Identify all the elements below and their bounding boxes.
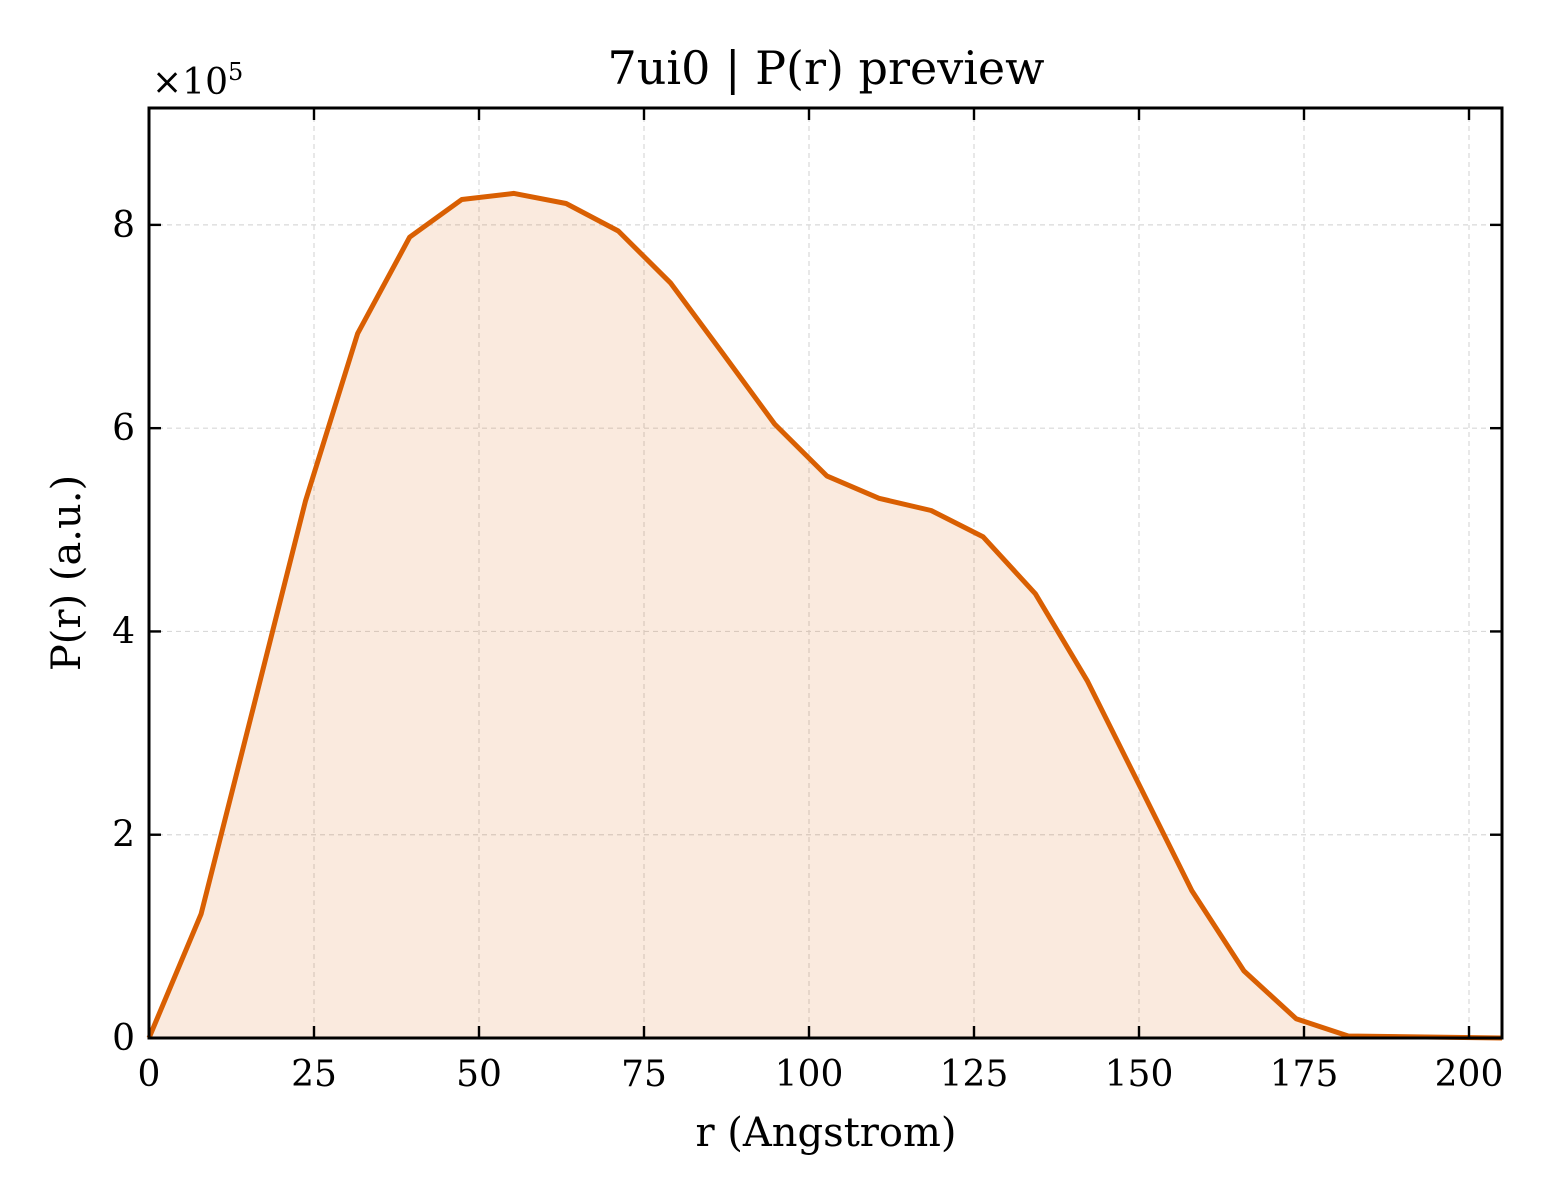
x-tick-label: 200: [1435, 1054, 1504, 1095]
x-tick-label: 125: [940, 1054, 1009, 1095]
x-tick-label: 100: [775, 1054, 844, 1095]
plot-frame: [147, 106, 1504, 1040]
x-tick-label: 25: [291, 1054, 337, 1095]
plot-area: [146, 190, 1503, 1041]
chart-title: 7ui0 | P(r) preview: [607, 41, 1044, 95]
x-tick-label: 150: [1105, 1054, 1174, 1095]
axis-ticks: 0 25 50 75 100 125 150 175 200 0 2 4 6 8: [112, 108, 1503, 1095]
y-offset-label: ×105: [152, 58, 243, 103]
x-tick-label: 175: [1270, 1054, 1339, 1095]
x-tick-label: 0: [138, 1054, 161, 1095]
y-tick-label: 4: [112, 611, 135, 652]
y-tick-label: 6: [112, 408, 135, 449]
pr-series-line: [146, 190, 1503, 1041]
y-offset-base: ×10: [152, 62, 228, 103]
y-axis-label: P(r) (a.u.): [44, 475, 90, 671]
x-tick-label: 75: [621, 1054, 667, 1095]
y-tick-label: 0: [112, 1018, 135, 1059]
pr-area-fill: [149, 193, 1502, 1038]
y-offset-exponent: 5: [228, 58, 243, 86]
y-tick-label: 8: [112, 205, 135, 246]
y-tick-label: 2: [112, 815, 135, 856]
x-tick-label: 50: [456, 1054, 502, 1095]
x-axis-label: r (Angstrom): [695, 1110, 956, 1156]
